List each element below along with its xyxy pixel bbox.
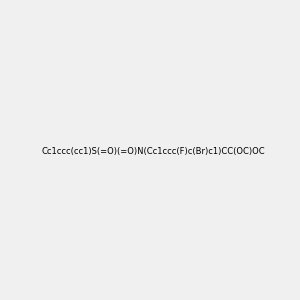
Text: Cc1ccc(cc1)S(=O)(=O)N(Cc1ccc(F)c(Br)c1)CC(OC)OC: Cc1ccc(cc1)S(=O)(=O)N(Cc1ccc(F)c(Br)c1)C… — [42, 147, 266, 156]
